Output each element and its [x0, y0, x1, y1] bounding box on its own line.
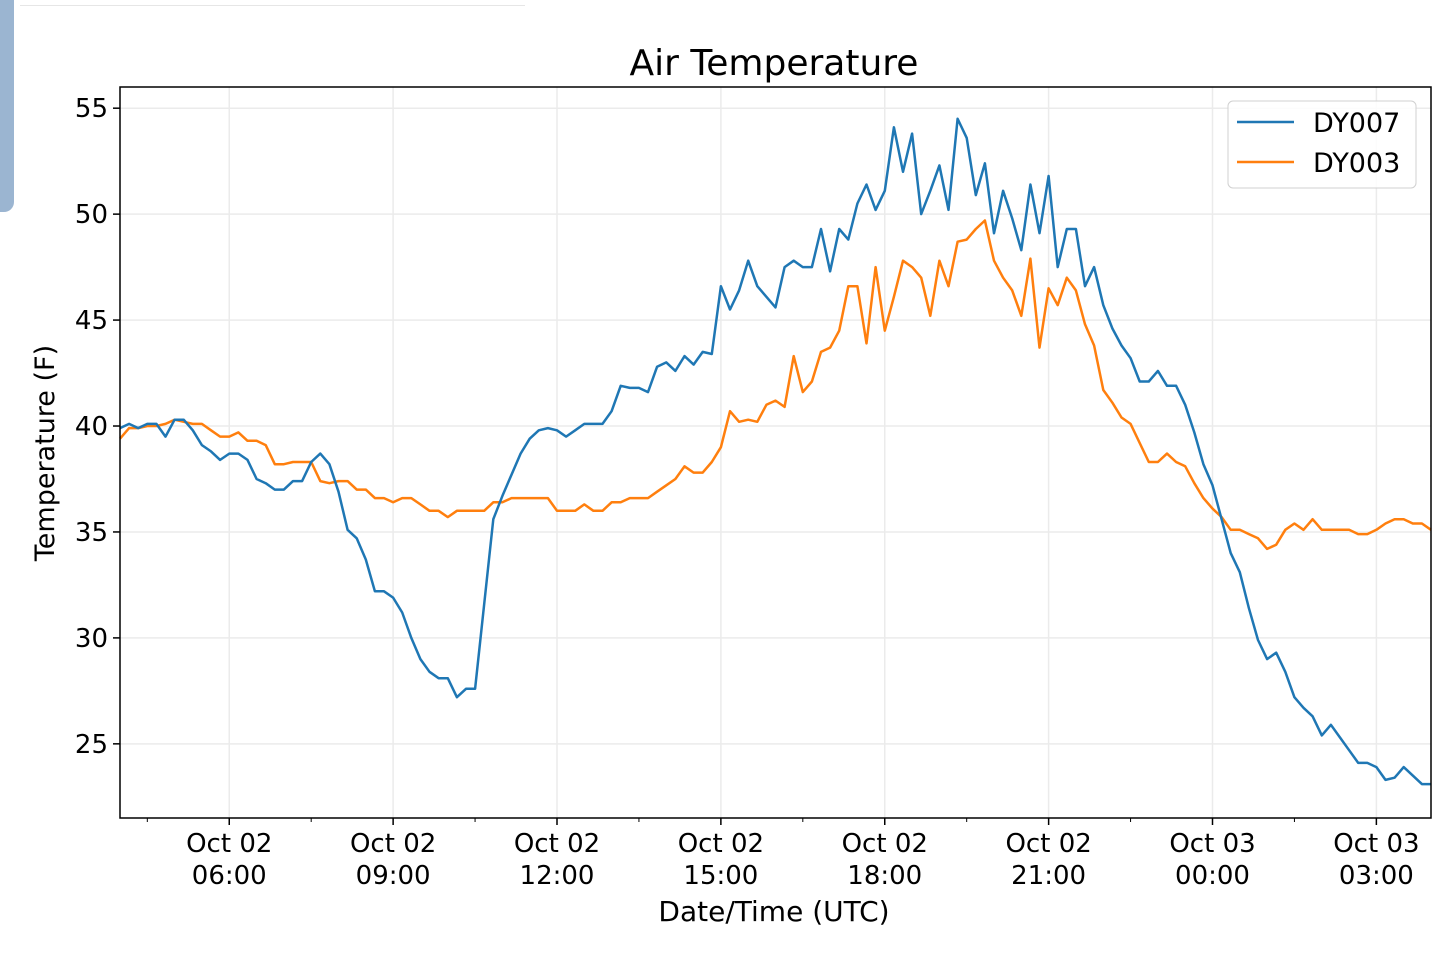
y-tick-label: 30	[75, 624, 108, 654]
x-tick-label-date: Oct 02	[842, 829, 928, 859]
x-tick-label-time: 06:00	[192, 861, 267, 891]
y-axis-ticks: 25 30 35 40 45 50 55	[75, 94, 120, 760]
x-tick-label-time: 21:00	[1011, 861, 1086, 891]
x-tick-label-date: Oct 02	[350, 829, 436, 859]
x-tick-label-date: Oct 03	[1333, 829, 1419, 859]
y-tick-label: 50	[75, 200, 108, 230]
x-tick-label-time: 00:00	[1175, 861, 1250, 891]
x-tick-label-date: Oct 02	[1005, 829, 1091, 859]
y-axis-label: Temperature (F)	[30, 345, 61, 562]
x-tick-label-date: Oct 02	[186, 829, 272, 859]
x-tick-label-time: 03:00	[1339, 861, 1414, 891]
x-tick-label-time: 09:00	[356, 861, 431, 891]
legend-label-dy007: DY007	[1313, 108, 1400, 139]
legend: DY007 DY003	[1227, 100, 1417, 189]
y-tick-label: 25	[75, 730, 108, 760]
x-tick-label-time: 18:00	[847, 861, 922, 891]
series-lines	[119, 117, 1432, 786]
x-tick-label-date: Oct 03	[1169, 829, 1255, 859]
y-tick-label: 35	[75, 518, 108, 548]
x-tick-label-date: Oct 02	[514, 829, 600, 859]
x-axis-label: Date/Time (UTC)	[658, 895, 889, 928]
x-tick-label-time: 15:00	[683, 861, 758, 891]
side-panel-tab[interactable]	[0, 0, 14, 212]
y-tick-label: 40	[75, 412, 108, 442]
x-tick-label-time: 12:00	[520, 861, 595, 891]
plot-frame	[119, 86, 1432, 819]
chart-title: Air Temperature	[630, 43, 919, 84]
series-line-dy003	[119, 219, 1432, 551]
series-line-dy007	[119, 117, 1431, 786]
y-tick-label: 45	[75, 306, 108, 336]
x-tick-label-date: Oct 02	[678, 829, 764, 859]
divider	[20, 5, 525, 6]
grid-lines	[120, 87, 1431, 818]
legend-label-dy003: DY003	[1313, 148, 1400, 179]
y-tick-label: 55	[75, 94, 108, 124]
